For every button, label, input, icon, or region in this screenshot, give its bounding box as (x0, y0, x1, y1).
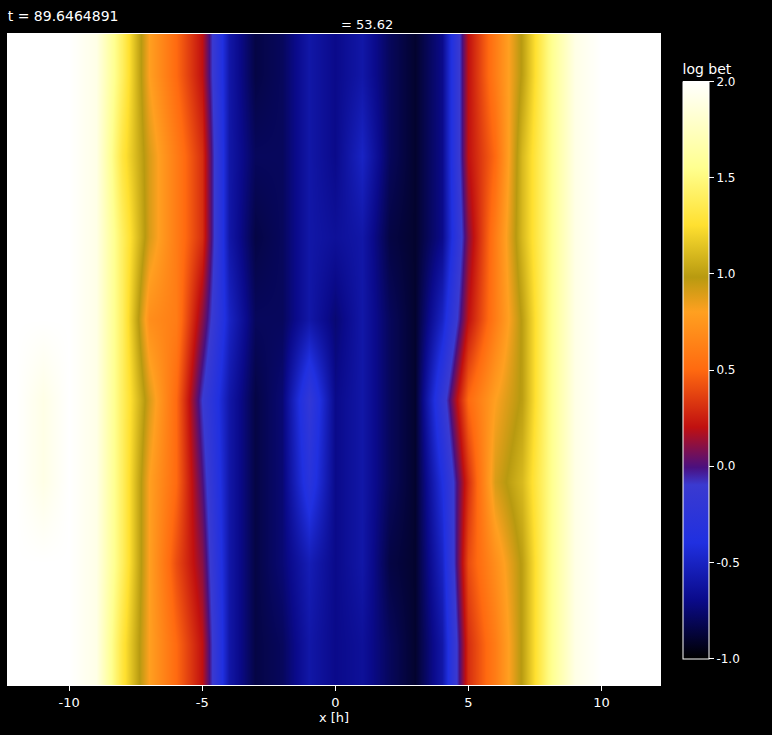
svg-text:1.5: 1.5 (716, 171, 735, 185)
svg-text:-1.0: -1.0 (716, 652, 739, 666)
svg-text:-5: -5 (196, 695, 209, 710)
svg-text:1.0: 1.0 (716, 267, 735, 281)
svg-text:log bet: log bet (683, 61, 732, 77)
svg-text:0.0: 0.0 (716, 459, 735, 473)
svg-text:-10: -10 (59, 695, 80, 710)
svg-text:10: 10 (593, 695, 610, 710)
svg-text:-0.5: -0.5 (716, 556, 739, 570)
svg-text:0.5: 0.5 (716, 363, 735, 377)
svg-text:2.0: 2.0 (716, 75, 735, 89)
svg-text:t = 89.6464891: t = 89.6464891 (8, 8, 119, 24)
svg-text:= 53.62: = 53.62 (341, 17, 393, 32)
svg-text:x [h]: x [h] (319, 710, 349, 725)
svg-text:0: 0 (331, 695, 339, 710)
svg-text:5: 5 (464, 695, 472, 710)
